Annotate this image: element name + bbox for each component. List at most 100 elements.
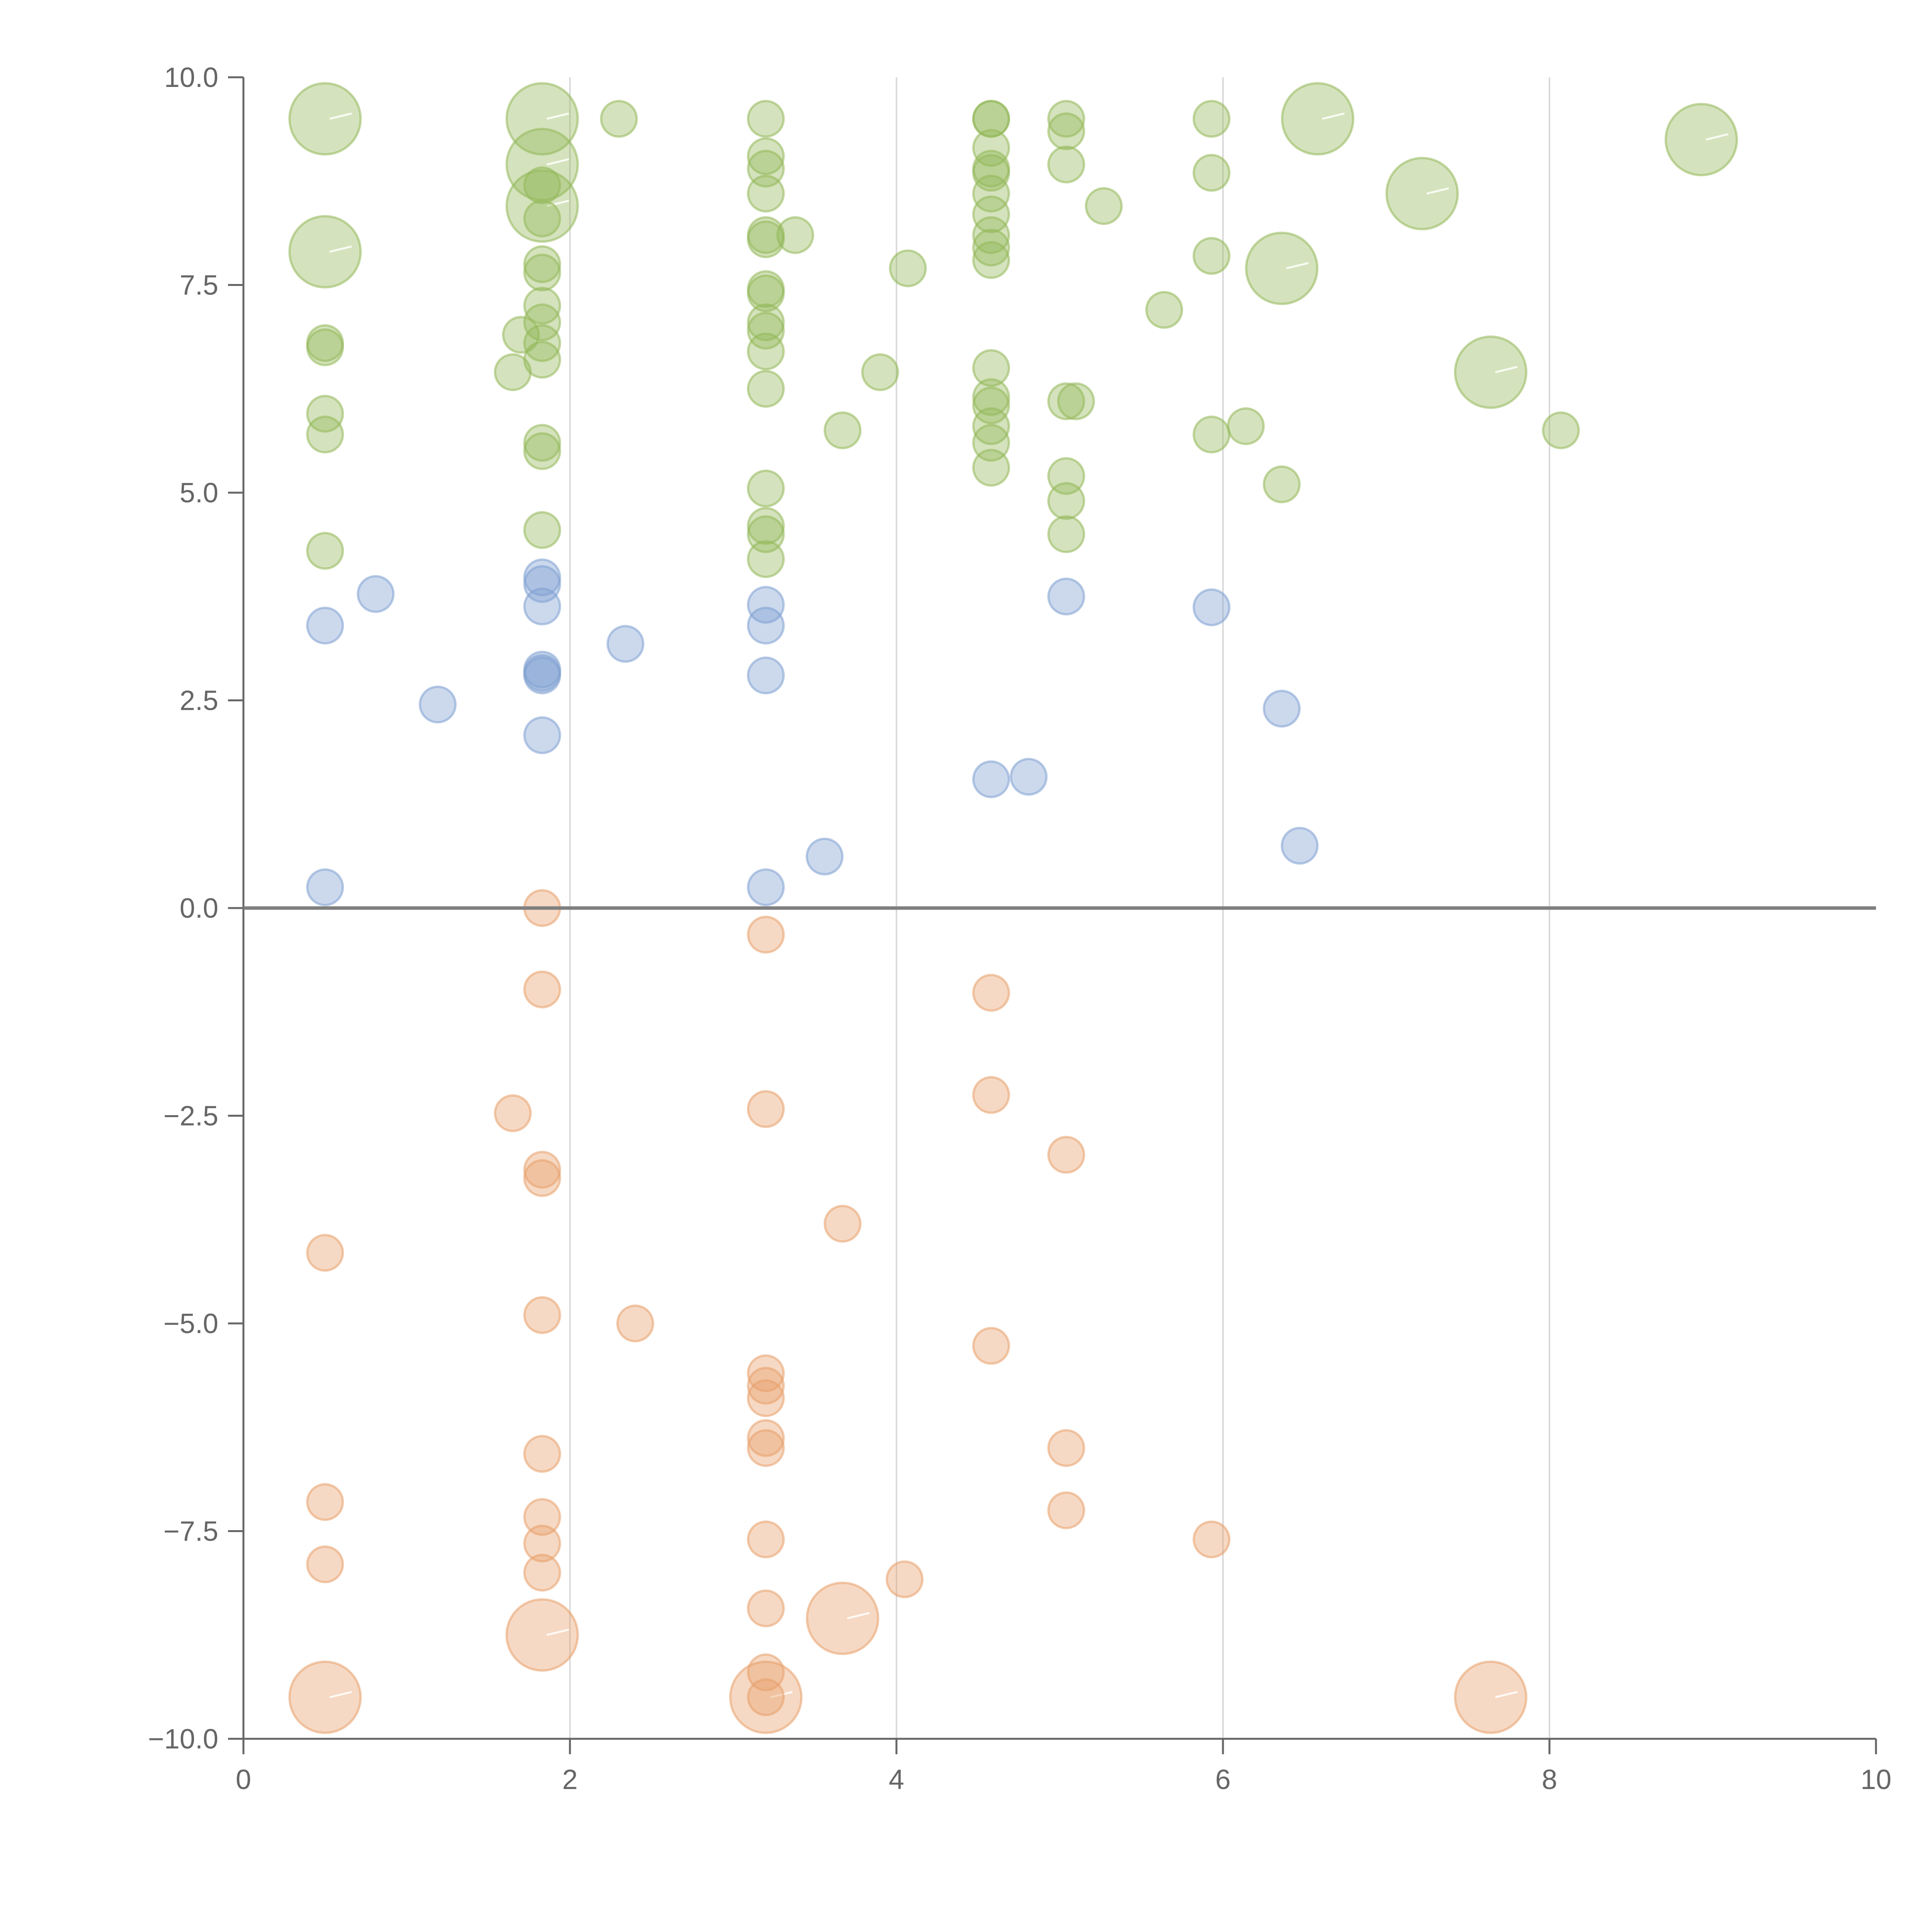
data-point: [747, 175, 785, 213]
data-point: [972, 1076, 1010, 1114]
point-highlight: [546, 200, 569, 207]
data-point: [288, 215, 362, 289]
data-point: [523, 716, 561, 754]
data-point: [1454, 335, 1527, 409]
data-point: [1281, 827, 1319, 865]
data-point: [747, 220, 785, 259]
data-point: [747, 1090, 785, 1128]
x-tick-label: 2: [562, 1764, 578, 1795]
data-point: [886, 1560, 924, 1599]
data-point: [288, 1660, 362, 1734]
data-point: [306, 868, 344, 906]
data-point: [1047, 1429, 1085, 1467]
data-point: [823, 1205, 862, 1243]
data-point: [729, 1660, 803, 1734]
point-highlight: [546, 1629, 569, 1636]
data-point: [747, 915, 785, 954]
data-point: [606, 625, 645, 663]
data-point: [306, 1483, 344, 1521]
data-point: [288, 82, 362, 156]
point-highlight: [847, 1612, 870, 1619]
data-point: [1281, 82, 1355, 156]
data-point: [1192, 154, 1231, 192]
data-point: [1047, 100, 1085, 138]
y-tick-label: 7.5: [180, 270, 218, 301]
data-point: [747, 137, 785, 175]
x-tick-label: 6: [1215, 1764, 1231, 1795]
data-point: [523, 587, 561, 626]
data-point: [523, 1159, 561, 1197]
data-point: [306, 328, 344, 366]
point-highlight: [1706, 133, 1728, 141]
data-point: [1263, 465, 1301, 503]
data-point: [972, 378, 1010, 416]
data-point: [1192, 415, 1231, 454]
data-point: [1227, 407, 1265, 445]
data-point: [523, 656, 561, 694]
data-point: [523, 166, 561, 204]
x-tick-label: 10: [1861, 1764, 1891, 1795]
data-point: [1192, 1520, 1231, 1558]
data-point: [747, 1429, 785, 1467]
data-point: [747, 1419, 785, 1457]
data-point: [1263, 690, 1301, 728]
data-point: [523, 253, 561, 292]
data-point: [523, 1498, 561, 1536]
data-point: [972, 760, 1010, 798]
data-point: [972, 154, 1010, 192]
data-point: [747, 274, 785, 312]
point-highlight: [1426, 187, 1449, 195]
data-point: [1385, 157, 1459, 230]
data-point: [747, 469, 785, 508]
data-point: [616, 1304, 654, 1342]
data-point: [523, 1296, 561, 1334]
y-tick-label: −5.0: [163, 1308, 218, 1339]
x-tick-label: 8: [1542, 1764, 1557, 1795]
data-point: [1245, 231, 1319, 305]
point-highlight: [546, 158, 569, 166]
data-point: [972, 100, 1010, 138]
point-highlight: [546, 112, 569, 120]
y-tick-label: 10.0: [164, 62, 218, 93]
y-tick-label: −2.5: [163, 1101, 218, 1132]
data-point: [972, 386, 1010, 425]
data-point: [357, 575, 395, 613]
data-point: [1047, 1136, 1085, 1174]
data-point: [747, 332, 785, 371]
y-tick-label: −10.0: [148, 1724, 218, 1755]
data-point: [747, 1367, 785, 1405]
data-point: [1192, 237, 1231, 275]
data-point: [1192, 100, 1231, 138]
data-point: [523, 1554, 561, 1592]
data-point: [505, 1598, 579, 1672]
data-point: [1192, 588, 1231, 626]
data-point: [306, 1234, 344, 1272]
data-point: [1542, 411, 1580, 449]
data-point: [523, 1524, 561, 1563]
point-highlight: [329, 245, 352, 253]
y-tick-label: 0.0: [180, 893, 218, 924]
data-point: [523, 199, 561, 238]
axes: [242, 77, 1876, 1740]
data-point: [823, 411, 862, 449]
data-point: [523, 432, 561, 470]
data-point: [494, 353, 532, 391]
data-point: [972, 349, 1010, 387]
point-highlight: [1286, 262, 1309, 269]
data-point: [523, 1151, 561, 1189]
data-point: [747, 370, 785, 408]
data-point: [747, 868, 785, 906]
data-point: [1047, 1491, 1085, 1529]
data-point: [747, 1589, 785, 1628]
data-point: [1085, 187, 1123, 225]
data-point: [523, 511, 561, 549]
data-point: [600, 100, 638, 138]
y-tick-label: 2.5: [180, 685, 218, 716]
data-point: [861, 353, 899, 391]
y-tick-label: −7.5: [163, 1516, 218, 1547]
data-point: [523, 287, 561, 325]
data-point: [1010, 758, 1048, 796]
data-point: [306, 607, 344, 645]
data-point: [972, 195, 1010, 233]
data-point: [747, 303, 785, 342]
